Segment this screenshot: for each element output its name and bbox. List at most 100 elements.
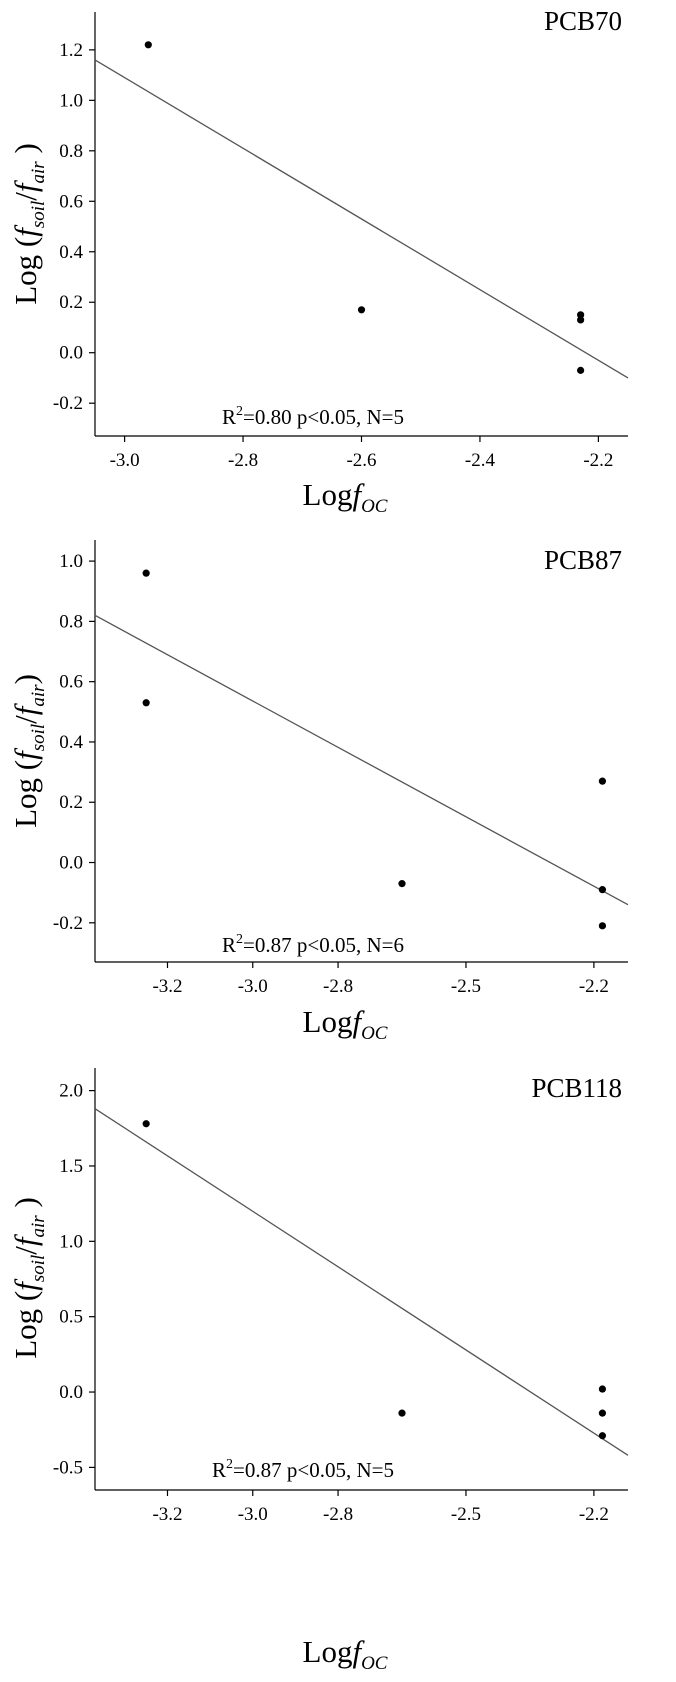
regression-line	[94, 1108, 629, 1456]
xlabel-sub: OC	[361, 1653, 388, 1674]
data-point	[598, 886, 607, 894]
x-ticks: -3.0 -2.8 -2.6 -2.4 -2.2	[110, 436, 613, 471]
x-tick-label: -3.0	[238, 976, 268, 997]
y-axis-title: Log (fsoil/fair)	[8, 674, 49, 828]
ylabel-sub1: soil	[28, 724, 49, 751]
y-axis-title: Log (fsoil/fair )	[8, 1197, 49, 1359]
x-tick-label: -2.6	[346, 450, 376, 471]
y-ticks: -0.2 0.0 0.2 0.4 0.6 0.8 1.0 1.2	[53, 40, 95, 414]
data-point	[357, 306, 366, 314]
ylabel-sub2: air	[28, 161, 49, 184]
x-tick-label: -2.5	[451, 1504, 481, 1525]
x-axis-title: LogfOC	[303, 1004, 388, 1044]
x-tick-label: -3.2	[152, 976, 182, 997]
y-tick-label: 0.6	[59, 672, 83, 693]
r2-superscript: 2	[226, 1457, 233, 1472]
x-tick-label: -2.8	[228, 450, 258, 471]
y-tick-label: 0.2	[59, 292, 83, 313]
ylabel-sub2: air	[28, 1215, 49, 1238]
x-tick-label: -2.8	[323, 1504, 353, 1525]
stats-annotation: R2=0.80 p<0.05, N=5	[222, 404, 404, 429]
xlabel-sub: OC	[361, 1023, 388, 1044]
ylabel-close: )	[8, 1197, 43, 1215]
x-tick-label: -2.4	[465, 450, 496, 471]
y-tick-label: -0.2	[53, 913, 83, 934]
y-tick-label: 0.4	[59, 242, 83, 263]
data-point	[598, 1385, 607, 1393]
data-point	[598, 1432, 607, 1440]
y-tick-label: 0.5	[59, 1307, 83, 1328]
y-tick-label: 0.4	[59, 732, 83, 753]
fit-line-group	[94, 1108, 629, 1456]
r2-text: =0.87 p<0.05, N=6	[243, 933, 404, 957]
y-tick-label: 0.0	[59, 853, 83, 874]
panel-pcb87: -0.20.00.20.40.60.81.0 -3.2 -3.0 -2.8 -2.5-…	[8, 540, 629, 1044]
stats-annotation: R2=0.87 p<0.05, N=6	[222, 932, 404, 957]
x-ticks: -3.2 -3.0 -2.8 -2.5 -2.2	[152, 1490, 609, 1525]
data-point	[142, 1120, 150, 1128]
y-tick-label: 1.2	[59, 40, 83, 61]
data-point	[142, 699, 150, 707]
regression-line	[94, 59, 629, 379]
ylabel-slash: /	[8, 715, 43, 724]
xlabel-main: Log	[303, 1004, 353, 1039]
ylabel-sub1: soil	[28, 1255, 49, 1282]
stats-annotation: R2=0.87 p<0.05, N=5	[212, 1457, 394, 1482]
regression-line	[94, 614, 629, 906]
x-axis-title: LogfOC	[303, 1634, 388, 1674]
data-point	[598, 777, 607, 785]
y-tick-label: 0.6	[59, 191, 83, 212]
x-tick-label: -2.2	[579, 976, 609, 997]
data-point	[577, 316, 585, 324]
data-point	[577, 311, 585, 319]
points-group	[144, 41, 585, 374]
x-tick-label: -2.8	[323, 976, 353, 997]
y-tick-label: 1.5	[59, 1156, 83, 1177]
data-point	[398, 880, 406, 888]
x-tick-label: -3.0	[110, 450, 140, 471]
xlabel-main: Log	[303, 477, 353, 512]
ylabel-main: Log	[8, 1309, 43, 1359]
data-point	[598, 1409, 607, 1417]
y-ticks: -0.5 0.0 0.5 1.0 1.5 2.0	[53, 1081, 95, 1478]
y-axis-title: Log (fsoil/fair )	[8, 143, 49, 305]
y-tick-label: 1.0	[59, 551, 83, 572]
y-tick-label: 0.0	[59, 1382, 83, 1403]
xlabel-sub: OC	[361, 496, 388, 517]
r2-text: =0.80 p<0.05, N=5	[243, 405, 404, 429]
data-point	[598, 922, 607, 930]
fit-line-group	[94, 59, 629, 379]
x-ticks: -3.2 -3.0 -2.8 -2.5 -2.2	[152, 962, 609, 997]
ylabel-paren: (	[8, 1291, 43, 1309]
r2-prefix: R	[212, 1458, 226, 1482]
y-tick-label: 1.0	[59, 1231, 83, 1252]
points-group	[142, 1120, 607, 1440]
ylabel-slash: /	[8, 1246, 43, 1255]
ylabel-close: )	[8, 674, 43, 684]
x-tick-label: -2.5	[451, 976, 481, 997]
r2-prefix: R	[222, 405, 236, 429]
ylabel-slash: /	[8, 192, 43, 201]
r2-superscript: 2	[236, 404, 243, 419]
chart-title: PCB70	[544, 6, 622, 36]
data-point	[577, 366, 585, 374]
chart-title: PCB118	[531, 1073, 622, 1103]
y-ticks: -0.2 0.0 0.2 0.4 0.6 0.8 1.0	[53, 551, 95, 934]
r2-text: =0.87 p<0.05, N=5	[233, 1458, 394, 1482]
ylabel-paren: (	[8, 760, 43, 778]
x-tick-label: -2.2	[579, 1504, 609, 1525]
y-tick-label: 0.2	[59, 792, 83, 813]
ylabel-sub1: soil	[28, 201, 49, 228]
y-tick-label: 2.0	[59, 1081, 83, 1102]
ylabel-main: Log	[8, 255, 43, 305]
y-tick-label: -0.5	[53, 1457, 83, 1478]
panel-pcb70: -0.2 0.0 0.2 0.4 0.6 0.8 1.0 1.2 -3.0 -2.8 -2.6 -2…	[8, 6, 629, 517]
ylabel-sub2: air	[28, 684, 49, 707]
data-point	[142, 569, 150, 577]
r2-superscript: 2	[236, 932, 243, 947]
y-tick-label: 0.0	[59, 343, 83, 364]
panel-pcb118: -0.5 0.0 0.5 1.0 1.5 2.0 -3.2 -3.0 -2.8 -2.5 -2.2…	[8, 1068, 629, 1674]
y-tick-label: -0.2	[53, 393, 83, 414]
data-point	[398, 1409, 406, 1417]
